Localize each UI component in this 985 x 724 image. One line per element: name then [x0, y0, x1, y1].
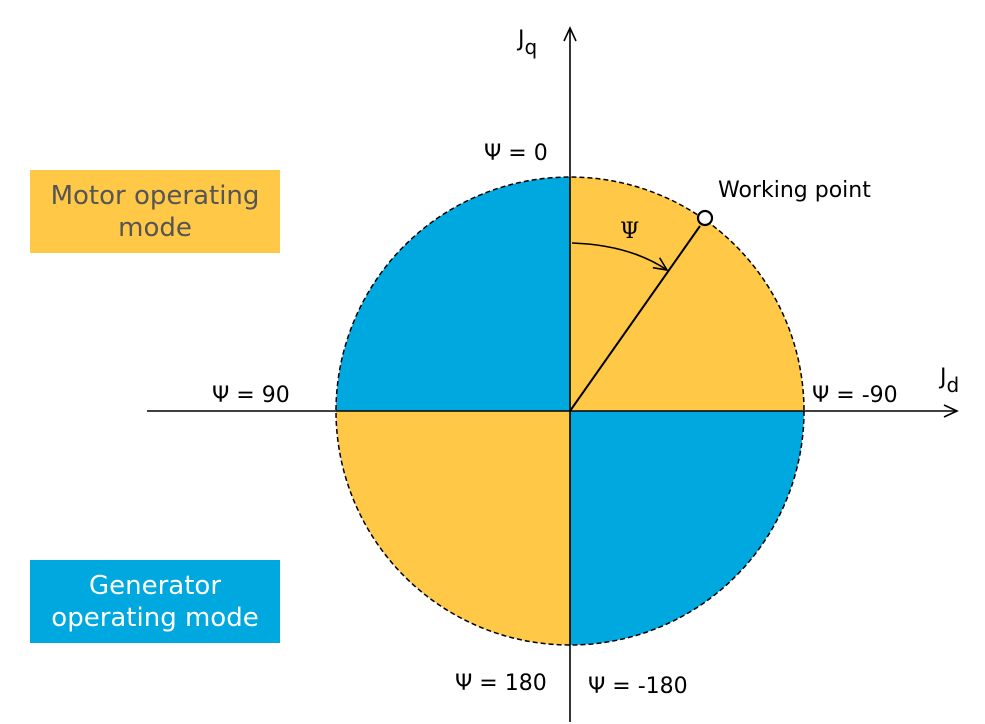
current-vector [569, 225, 701, 412]
angle-arc-arrow [571, 242, 669, 272]
working-point-label: Working point [718, 178, 871, 203]
label-psi-90: Ψ = 90 [212, 383, 290, 408]
quadrant-bottom-right [570, 411, 804, 645]
quadrant-top-right [570, 177, 804, 411]
label-psi-180: Ψ = 180 [455, 671, 547, 696]
quadrant-bottom-left [336, 411, 570, 645]
label-psi-minus-180: Ψ = -180 [588, 674, 688, 699]
label-psi-0: Ψ = 0 [484, 141, 548, 166]
angle-symbol: Ψ [620, 219, 639, 244]
motor-mode-label: Motor operating mode [50, 180, 260, 243]
generator-mode-box: Generator operating mode [30, 560, 280, 643]
q-axis-label: Jq [516, 27, 537, 59]
motor-mode-box: Motor operating mode [30, 170, 280, 253]
generator-mode-label: Generator operating mode [51, 570, 259, 633]
label-psi-minus-90: Ψ = -90 [812, 383, 898, 408]
working-point-marker [696, 209, 714, 227]
d-axis-label: Jd [938, 365, 959, 397]
quadrant-top-left [336, 177, 570, 411]
